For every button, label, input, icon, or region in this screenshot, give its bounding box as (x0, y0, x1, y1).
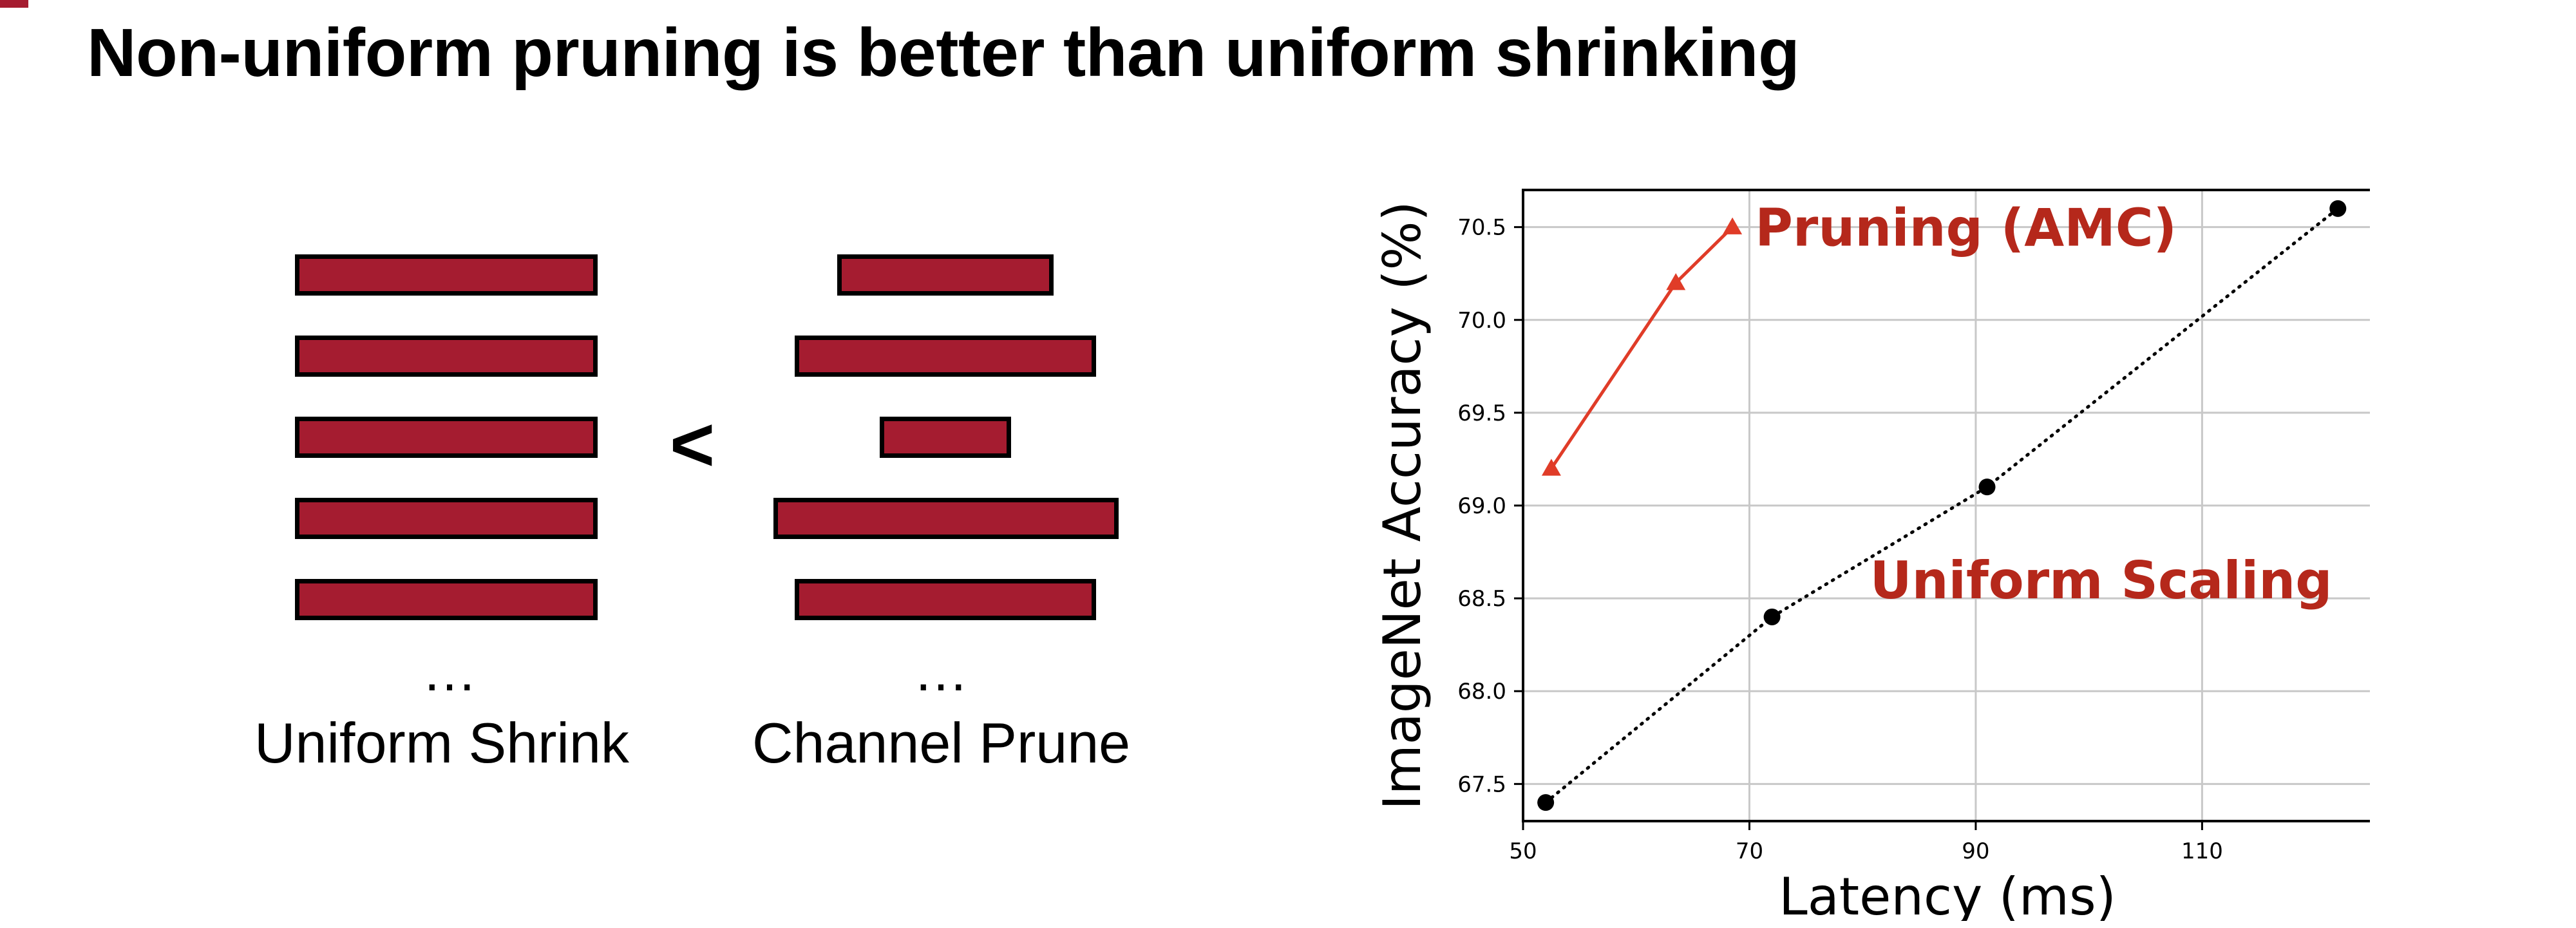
y-tick-label: 68.5 (1457, 586, 1506, 612)
series-layer (1537, 200, 2347, 811)
uniform-channel-bar (295, 336, 598, 377)
y-tick-label: 69.5 (1457, 401, 1506, 426)
y-tick-label: 67.5 (1457, 772, 1506, 797)
data-point-circle (1978, 478, 1996, 496)
y-tick-label: 68.0 (1457, 679, 1506, 705)
grid-lines (1522, 190, 2370, 821)
x-axis-label: Latency (ms) (1779, 867, 2116, 921)
prune-ellipsis: … (913, 641, 969, 703)
uniform-channel-bar (295, 417, 598, 458)
uniform-channel-bar (295, 579, 598, 620)
uniform-ellipsis: … (422, 641, 477, 703)
data-point-triangle (1666, 273, 1686, 290)
slide-title: Non-uniform pruning is better than unifo… (87, 15, 1800, 91)
accuracy-latency-chart: 50 70 90 110 67.5 68.0 68.5 69.0 69.5 70.0 70.5 La… (1372, 189, 2370, 921)
data-point-circle (1537, 794, 1555, 811)
less-than-symbol: < (670, 401, 715, 488)
data-point-triangle (1723, 217, 1743, 234)
channel-prune-caption: Channel Prune (752, 711, 1131, 775)
series-line-0 (1549, 225, 1734, 469)
x-tick-label: 110 (2181, 838, 2223, 864)
y-tick-label: 70.5 (1457, 215, 1506, 241)
pruned-channel-bar (880, 417, 1011, 458)
series-label-uniform-scaling: Uniform Scaling (1870, 551, 2333, 611)
y-axis-label: ImageNet Accuracy (%) (1372, 201, 1432, 810)
uniform-channel-bar (295, 254, 598, 296)
series-line-1 (1544, 207, 2340, 804)
y-tick-label: 69.0 (1457, 493, 1506, 519)
series-label-pruning: Pruning (AMC) (1755, 198, 2177, 258)
uniform-shrink-caption: Uniform Shrink (254, 711, 629, 775)
uniform-channel-bar (295, 498, 598, 539)
axis-ticks: 50 70 90 110 67.5 68.0 68.5 69.0 69.5 70.0 70.5 (1457, 215, 2223, 864)
accent-corner-mark (0, 0, 28, 8)
data-point-triangle (1541, 459, 1561, 476)
x-tick-label: 90 (1962, 838, 1989, 864)
y-tick-label: 70.0 (1457, 308, 1506, 334)
pruned-channel-bar (773, 498, 1119, 539)
pruned-channel-bar (795, 336, 1096, 377)
x-tick-label: 50 (1509, 838, 1537, 864)
pruned-channel-bar (837, 254, 1054, 296)
pruned-channel-bar (795, 579, 1096, 620)
x-tick-label: 70 (1736, 838, 1763, 864)
data-point-circle (1763, 608, 1781, 625)
data-point-circle (2329, 200, 2347, 217)
